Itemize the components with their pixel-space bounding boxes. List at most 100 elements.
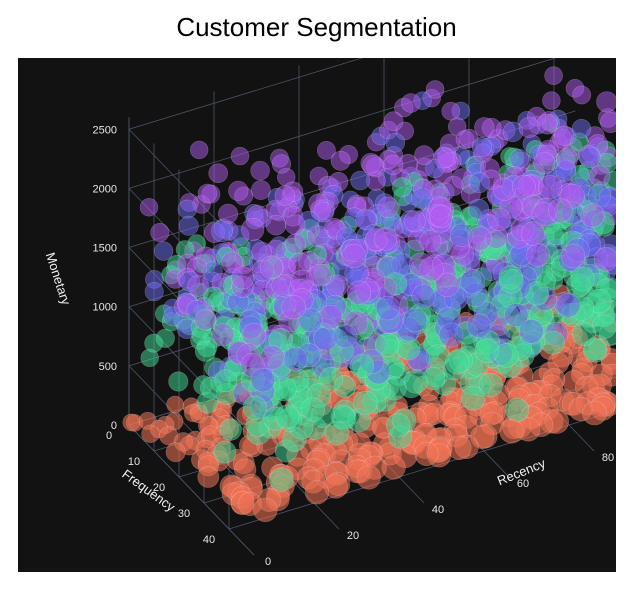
data-point [554,125,575,146]
data-point [533,152,556,175]
data-point [242,395,268,421]
data-point [471,137,492,158]
data-point [166,395,184,414]
data-point [588,165,611,187]
data-point [401,93,421,113]
data-point [411,187,433,210]
data-point [600,111,616,133]
frequency-tick-label: 20 [153,482,165,494]
grid-line [128,365,255,497]
data-point [208,163,228,183]
data-point [556,293,581,318]
data-point [509,149,530,169]
data-point [150,223,170,243]
data-point [350,170,371,191]
data-point [356,465,381,490]
data-point [197,465,220,488]
data-point [341,243,366,269]
monetary-tick-label: 2000 [93,183,117,195]
data-point [221,251,243,274]
data-point [300,397,326,422]
data-point [194,308,216,331]
data-point [375,295,401,321]
data-point [155,328,175,348]
data-point [177,199,197,219]
data-point [487,207,511,232]
chart-title: Customer Segmentation [176,12,457,42]
data-point [572,85,592,105]
data-point [571,118,592,139]
data-point [330,150,351,171]
data-point [242,322,267,347]
frequency-tick-label: 10 [128,456,140,468]
data-point [419,230,442,253]
data-point [419,256,444,282]
data-point [414,145,435,166]
data-point [178,215,199,236]
data-point [536,113,558,135]
recency-tick-label: 20 [347,530,359,542]
data-point [474,117,495,138]
data-point [518,319,544,344]
data-point [304,480,330,505]
data-point [141,424,160,443]
data-point [556,148,578,171]
data-point [438,322,464,348]
data-point [468,172,490,194]
frequency-tick-label: 30 [178,508,190,520]
data-point [316,141,336,160]
data-point [250,160,270,181]
data-point [560,243,586,269]
data-point [265,214,287,236]
data-point [228,180,249,201]
data-point [474,338,500,363]
data-point [231,266,255,290]
data-point [298,307,323,333]
data-point [383,111,404,132]
data-point [214,369,238,393]
data-point [187,275,209,297]
data-point [283,347,308,372]
data-point [250,367,276,393]
data-point [275,404,300,429]
data-point [349,353,375,379]
grid-line [128,58,364,130]
plot-panel[interactable]: 0500100015002000250001020304002040608010… [18,58,616,572]
data-point [353,390,378,416]
data-point [505,397,530,423]
data-point [374,332,400,358]
data-point [269,467,294,492]
data-point [468,198,490,220]
data-point [373,227,398,251]
data-point [213,440,237,464]
data-point [203,286,224,308]
data-point [250,180,271,200]
scatter-3d-plot[interactable]: 0500100015002000250001020304002040608010… [18,58,616,572]
data-point [460,269,486,294]
monetary-tick-label: 2500 [93,124,117,136]
data-point [271,154,292,174]
recency-tick-label: 0 [265,556,271,568]
monetary-tick-label: 1000 [93,302,117,314]
data-point [194,340,216,362]
data-point [313,201,335,223]
data-point [385,132,406,153]
grid-line [128,58,557,189]
data-point [211,220,233,242]
data-point [403,369,428,394]
data-point [386,413,411,438]
data-point [435,272,460,298]
data-point [499,419,524,444]
data-point [596,91,616,113]
grid-line [128,424,255,556]
data-point [153,241,174,261]
data-point [583,338,608,363]
data-point [414,441,439,467]
data-point [441,101,461,121]
frequency-tick-label: 0 [106,430,112,442]
data-point [518,116,540,139]
monetary-tick-label: 1500 [93,243,117,255]
grid-line [128,306,255,437]
data-point [580,203,605,228]
data-point [445,350,470,375]
